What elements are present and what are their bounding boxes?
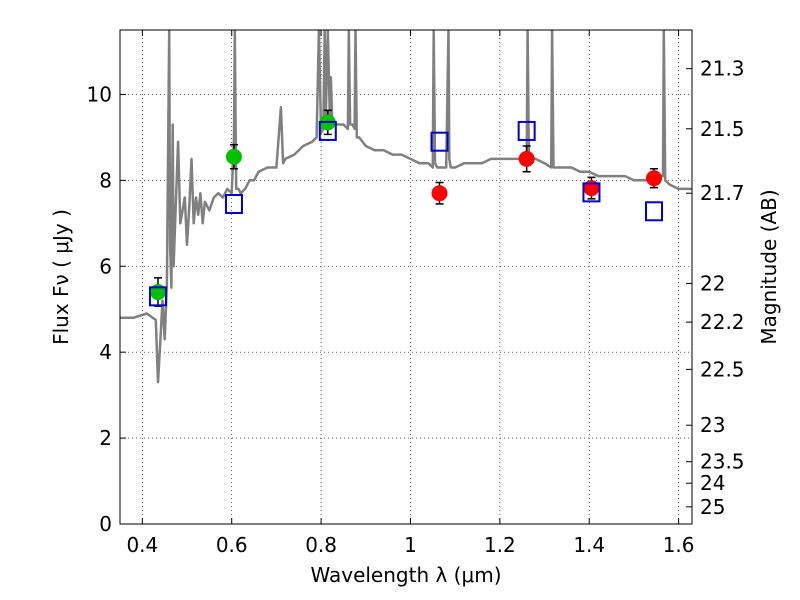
model-square-marker <box>430 131 449 152</box>
model-square-marker <box>517 120 536 141</box>
model-square-marker <box>645 201 664 222</box>
points-layer <box>148 109 664 307</box>
x-tick-label: 1.6 <box>663 533 695 557</box>
y-axis-label: Flux Fν ( μJy ) <box>49 209 73 345</box>
y2-tick-label: 21.3 <box>700 57 745 81</box>
model-square-marker <box>224 193 243 214</box>
y2-axis-label: Magnitude (AB) <box>757 189 781 344</box>
green-data-point <box>225 148 242 165</box>
y2-tick-label: 21.7 <box>700 181 745 205</box>
y-tick-label: 10 <box>87 82 112 106</box>
y-tick-label: 8 <box>99 168 112 192</box>
red-data-point <box>646 170 663 187</box>
y2-tick-label: 24 <box>700 471 725 495</box>
x-tick-label: 1.2 <box>484 533 516 557</box>
x-tick-label: 1.4 <box>573 533 605 557</box>
y2-tick-label: 21.5 <box>700 117 745 141</box>
plot-frame <box>119 29 693 525</box>
x-tick-label: 1 <box>404 533 417 557</box>
ticks-layer: 0.4 0.6 0.8 1 1.2 1.4 1.6024681021.321.521.722… <box>87 30 745 557</box>
grid <box>120 30 692 525</box>
red-data-point <box>431 185 448 202</box>
y-tick-label: 4 <box>99 340 112 364</box>
x-axis-label: Wavelength λ (μm) <box>310 563 501 587</box>
y2-tick-label: 22 <box>700 271 725 295</box>
y-tick-label: 0 <box>99 512 112 536</box>
y2-tick-label: 23 <box>700 413 725 437</box>
model-square-marker <box>148 286 167 307</box>
y-tick-label: 6 <box>99 254 112 278</box>
y2-tick-label: 22.2 <box>700 310 745 334</box>
y2-tick-label: 23.5 <box>700 450 745 474</box>
y-tick-label: 2 <box>99 426 112 450</box>
spectrum-layer <box>120 30 692 384</box>
x-tick-label: 0.4 <box>126 533 158 557</box>
model-square-marker <box>318 120 337 141</box>
y2-tick-label: 22.5 <box>700 357 745 381</box>
red-data-point <box>518 150 535 167</box>
spectrum-line <box>120 30 692 384</box>
x-tick-label: 0.6 <box>216 533 248 557</box>
model-square-marker <box>582 182 601 203</box>
y2-tick-label: 25 <box>700 495 725 519</box>
x-tick-label: 0.8 <box>305 533 337 557</box>
